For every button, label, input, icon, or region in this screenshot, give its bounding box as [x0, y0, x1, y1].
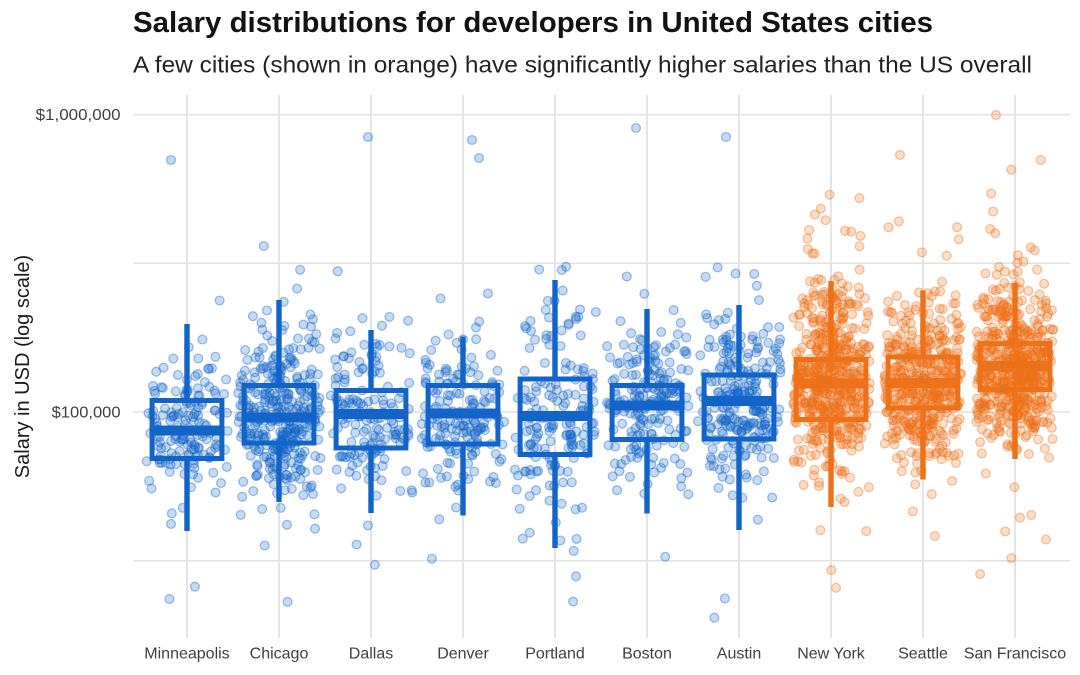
svg-text:Boston: Boston: [622, 646, 672, 663]
svg-text:Portland: Portland: [525, 646, 585, 663]
svg-text:Salary distributions for devel: Salary distributions for developers in U…: [133, 7, 933, 39]
svg-text:A few cities (shown in orange): A few cities (shown in orange) have sign…: [133, 52, 1032, 78]
svg-text:Minneapolis: Minneapolis: [144, 646, 229, 663]
svg-text:New York: New York: [797, 646, 866, 663]
svg-text:$100,000: $100,000: [52, 404, 121, 421]
svg-text:Austin: Austin: [717, 646, 761, 663]
svg-text:Salary in USD (log scale): Salary in USD (log scale): [12, 255, 34, 478]
svg-text:Seattle: Seattle: [898, 646, 948, 663]
svg-text:Denver: Denver: [437, 646, 489, 663]
svg-text:$1,000,000: $1,000,000: [36, 107, 121, 124]
svg-text:Dallas: Dallas: [349, 646, 393, 663]
svg-text:San Francisco: San Francisco: [964, 646, 1066, 663]
svg-text:Chicago: Chicago: [250, 646, 309, 663]
